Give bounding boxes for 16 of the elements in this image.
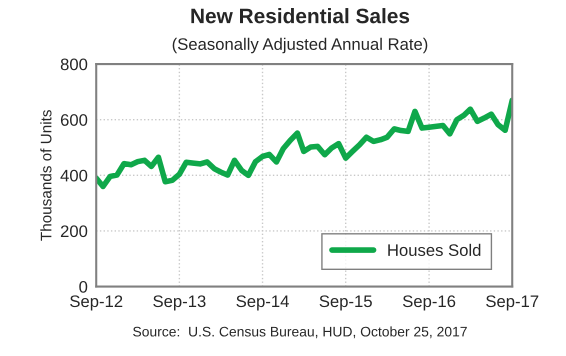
- chart-subtitle: (Seasonally Adjusted Annual Rate): [172, 38, 428, 54]
- y-tick-label: 400: [60, 170, 88, 182]
- source-note: Source: U.S. Census Bureau, HUD, October 25, 2017: [133, 326, 467, 338]
- chart-title: New Residential Sales: [191, 8, 410, 24]
- legend-label: Houses Sold: [388, 244, 480, 256]
- y-tick-label: 200: [60, 225, 88, 238]
- y-axis-title: Thousands of Units: [40, 110, 52, 241]
- y-tick-label: 600: [60, 114, 88, 126]
- x-tick-label: Sep-16: [402, 295, 456, 310]
- x-tick-label: Sep-12: [70, 295, 122, 310]
- y-tick-label: 0: [79, 280, 88, 293]
- x-tick-label: Sep-17: [486, 295, 538, 310]
- y-tick-label: 800: [60, 58, 88, 70]
- x-tick-label: Sep-15: [320, 295, 372, 310]
- x-tick-label: Sep-14: [236, 295, 289, 310]
- x-tick-label: Sep-13: [153, 295, 206, 310]
